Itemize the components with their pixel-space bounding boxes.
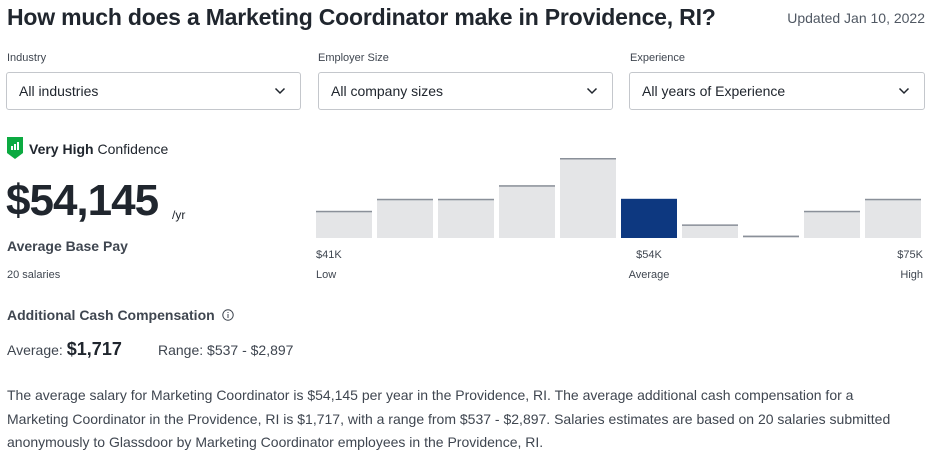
histogram-bar	[865, 198, 921, 238]
histogram-bar	[316, 210, 372, 238]
industry-select-value: All industries	[19, 83, 99, 99]
histogram-bar	[560, 158, 616, 238]
additional-cash-title: Additional Cash Compensation	[7, 307, 234, 323]
chart-tick-sublabel: Average	[628, 269, 670, 281]
histogram-bar	[621, 198, 677, 238]
histogram-bar-top	[804, 210, 860, 213]
industry-select[interactable]: All industries	[6, 72, 301, 110]
histogram-bar	[804, 210, 860, 238]
employer-size-label: Employer Size	[318, 52, 389, 64]
chevron-down-icon	[898, 87, 910, 95]
additional-range: Range: $537 - $2,897	[158, 342, 294, 358]
chart-tick-sublabel: High	[900, 269, 923, 281]
histogram-bar-top	[865, 198, 921, 201]
additional-average-value: $1,717	[66, 339, 122, 359]
confidence-text: Very High Confidence	[29, 141, 168, 157]
confidence-level: Very High	[29, 141, 94, 157]
experience-label: Experience	[630, 52, 686, 64]
histogram-bar	[438, 198, 494, 238]
histogram-bar-top	[743, 235, 799, 238]
average-pay-amount: $54,145	[6, 176, 159, 225]
histogram-bar	[682, 224, 738, 238]
histogram-bar-top	[438, 198, 494, 201]
confidence-suffix: Confidence	[97, 141, 169, 157]
additional-average-label: Average:	[7, 342, 63, 358]
employer-size-select-value: All company sizes	[331, 83, 444, 99]
additional-average: Average: $1,717	[7, 339, 122, 360]
chart-tick-value: $54K	[636, 249, 662, 261]
chevron-down-icon	[586, 87, 598, 95]
chart-tick-value: $41K	[316, 249, 342, 261]
info-icon[interactable]	[221, 309, 234, 321]
histogram-bar-top	[560, 158, 616, 160]
histogram-bar	[499, 185, 555, 238]
histogram-bar-top	[316, 210, 372, 213]
histogram-bar	[377, 198, 433, 238]
page-title: How much does a Marketing Coordinator ma…	[7, 4, 716, 30]
histogram-bar-top	[499, 185, 555, 187]
chart-tick-value: $75K	[897, 249, 923, 261]
salary-description: The average salary for Marketing Coordin…	[7, 387, 891, 450]
salary-distribution-chart	[316, 158, 921, 238]
experience-select[interactable]: All years of Experience	[629, 72, 925, 110]
industry-label: Industry	[7, 52, 47, 64]
bar-chart-shield-icon	[7, 137, 23, 159]
chart-tick-sublabel: Low	[316, 269, 337, 281]
histogram-bar-top	[377, 198, 433, 201]
additional-cash-title-text: Additional Cash Compensation	[7, 307, 215, 323]
average-base-pay-label: Average Base Pay	[7, 238, 128, 254]
experience-select-value: All years of Experience	[642, 83, 786, 99]
updated-date: Updated Jan 10, 2022	[787, 10, 925, 26]
salary-count: 20 salaries	[7, 269, 61, 281]
employer-size-select[interactable]: All company sizes	[318, 72, 613, 110]
histogram-bar-top	[682, 224, 738, 226]
chevron-down-icon	[274, 87, 286, 95]
pay-period: /yr	[172, 208, 186, 222]
